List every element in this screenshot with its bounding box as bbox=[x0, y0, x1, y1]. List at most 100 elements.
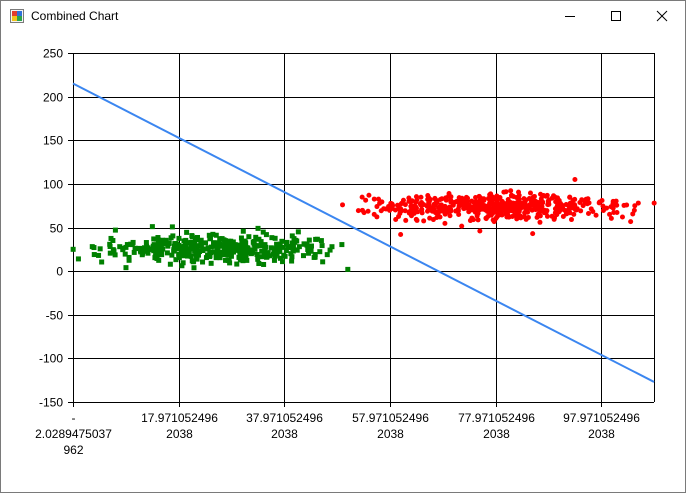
minimize-button[interactable] bbox=[547, 1, 593, 31]
green-square-point bbox=[306, 237, 312, 243]
green-square-point bbox=[145, 250, 151, 256]
green-square-point bbox=[210, 231, 216, 237]
red-circle-point bbox=[538, 208, 544, 214]
red-circle-point bbox=[371, 196, 377, 202]
title-bar[interactable]: Combined Chart bbox=[1, 1, 685, 31]
red-circle-point bbox=[494, 198, 500, 204]
green-square-point bbox=[345, 266, 351, 272]
maximize-button[interactable] bbox=[593, 1, 639, 31]
red-circle-point bbox=[561, 207, 567, 213]
red-circle-point bbox=[444, 209, 450, 215]
red-circle-point bbox=[489, 197, 495, 203]
green-square-point bbox=[155, 250, 161, 256]
green-square-point bbox=[272, 246, 278, 252]
red-circle-point bbox=[470, 217, 476, 223]
green-square-point bbox=[281, 252, 287, 258]
red-circle-point bbox=[572, 203, 578, 209]
app-icon bbox=[10, 9, 24, 23]
red-circle-point bbox=[450, 202, 456, 208]
green-square-point bbox=[261, 250, 267, 256]
green-square-point bbox=[311, 254, 317, 260]
green-square-point bbox=[167, 261, 173, 267]
red-circle-point bbox=[545, 202, 551, 208]
red-circle-point bbox=[465, 205, 471, 211]
green-square-point bbox=[160, 246, 166, 252]
green-square-point bbox=[176, 251, 182, 257]
close-button[interactable] bbox=[639, 1, 685, 31]
red-circle-point bbox=[398, 231, 404, 237]
green-square-point bbox=[221, 252, 227, 258]
green-square-point bbox=[173, 257, 179, 263]
red-circle-point bbox=[454, 199, 460, 205]
green-square-point bbox=[239, 244, 245, 250]
red-circle-point bbox=[551, 216, 557, 222]
red-circle-point bbox=[555, 195, 560, 201]
red-circle-point bbox=[376, 196, 382, 202]
green-square-point bbox=[240, 258, 246, 264]
red-circle-point bbox=[498, 202, 504, 208]
green-square-point bbox=[289, 254, 295, 260]
y-tick-label: 50 bbox=[50, 222, 64, 236]
red-circle-point bbox=[552, 206, 558, 212]
green-square-point bbox=[250, 239, 256, 245]
red-circle-point bbox=[444, 206, 450, 212]
red-circle-point bbox=[398, 206, 404, 212]
red-circle-point bbox=[402, 202, 408, 208]
green-square-point bbox=[107, 241, 113, 247]
red-circle-point bbox=[504, 204, 510, 210]
green-square-point bbox=[319, 243, 325, 249]
green-square-point bbox=[223, 257, 229, 263]
red-circle-point bbox=[363, 197, 369, 203]
y-tick-label: 150 bbox=[43, 134, 63, 148]
red-circle-point bbox=[538, 196, 544, 202]
green-square-point bbox=[245, 245, 251, 251]
green-square-point bbox=[189, 233, 195, 239]
green-square-point bbox=[268, 245, 274, 251]
red-circle-point bbox=[571, 211, 577, 217]
green-square-point bbox=[208, 244, 214, 250]
green-square-point bbox=[329, 244, 335, 250]
red-circle-point bbox=[553, 210, 559, 216]
red-circle-point bbox=[472, 202, 478, 208]
red-circle-point bbox=[651, 200, 657, 206]
green-square-point bbox=[188, 253, 194, 259]
red-circle-point bbox=[501, 189, 507, 195]
red-circle-point bbox=[406, 195, 412, 201]
red-circle-point bbox=[366, 192, 372, 198]
red-circle-point bbox=[509, 213, 515, 219]
green-square-point bbox=[75, 256, 81, 262]
y-tick-label: -100 bbox=[39, 352, 63, 366]
red-circle-point bbox=[522, 201, 528, 207]
green-square-point bbox=[256, 236, 262, 242]
red-circle-point bbox=[567, 194, 573, 200]
y-tick-label: -50 bbox=[46, 309, 64, 323]
y-tick-label: 100 bbox=[43, 178, 63, 192]
green-square-point bbox=[99, 259, 105, 265]
green-square-point bbox=[244, 257, 250, 263]
close-icon bbox=[656, 10, 668, 22]
green-square-point bbox=[308, 243, 314, 249]
green-square-point bbox=[223, 243, 229, 249]
red-circle-point bbox=[584, 201, 590, 207]
red-circle-point bbox=[608, 204, 614, 210]
green-square-point bbox=[96, 252, 102, 258]
green-square-point bbox=[215, 254, 221, 260]
green-square-point bbox=[226, 258, 232, 264]
minimize-icon bbox=[565, 16, 575, 17]
green-square-point bbox=[218, 243, 224, 249]
green-square-point bbox=[240, 228, 246, 234]
green-square-point bbox=[239, 242, 245, 248]
green-square-point bbox=[318, 238, 324, 244]
red-circle-point bbox=[568, 217, 574, 223]
green-square-point bbox=[317, 249, 323, 255]
green-square-point bbox=[244, 250, 250, 256]
y-tick-label: 0 bbox=[56, 265, 63, 279]
green-square-point bbox=[242, 239, 248, 245]
green-square-point bbox=[120, 247, 126, 253]
green-square-point bbox=[265, 250, 271, 256]
green-square-point bbox=[215, 246, 221, 252]
red-circle-point bbox=[517, 213, 523, 219]
green-square-point bbox=[179, 263, 185, 269]
red-circle-point bbox=[465, 195, 471, 201]
